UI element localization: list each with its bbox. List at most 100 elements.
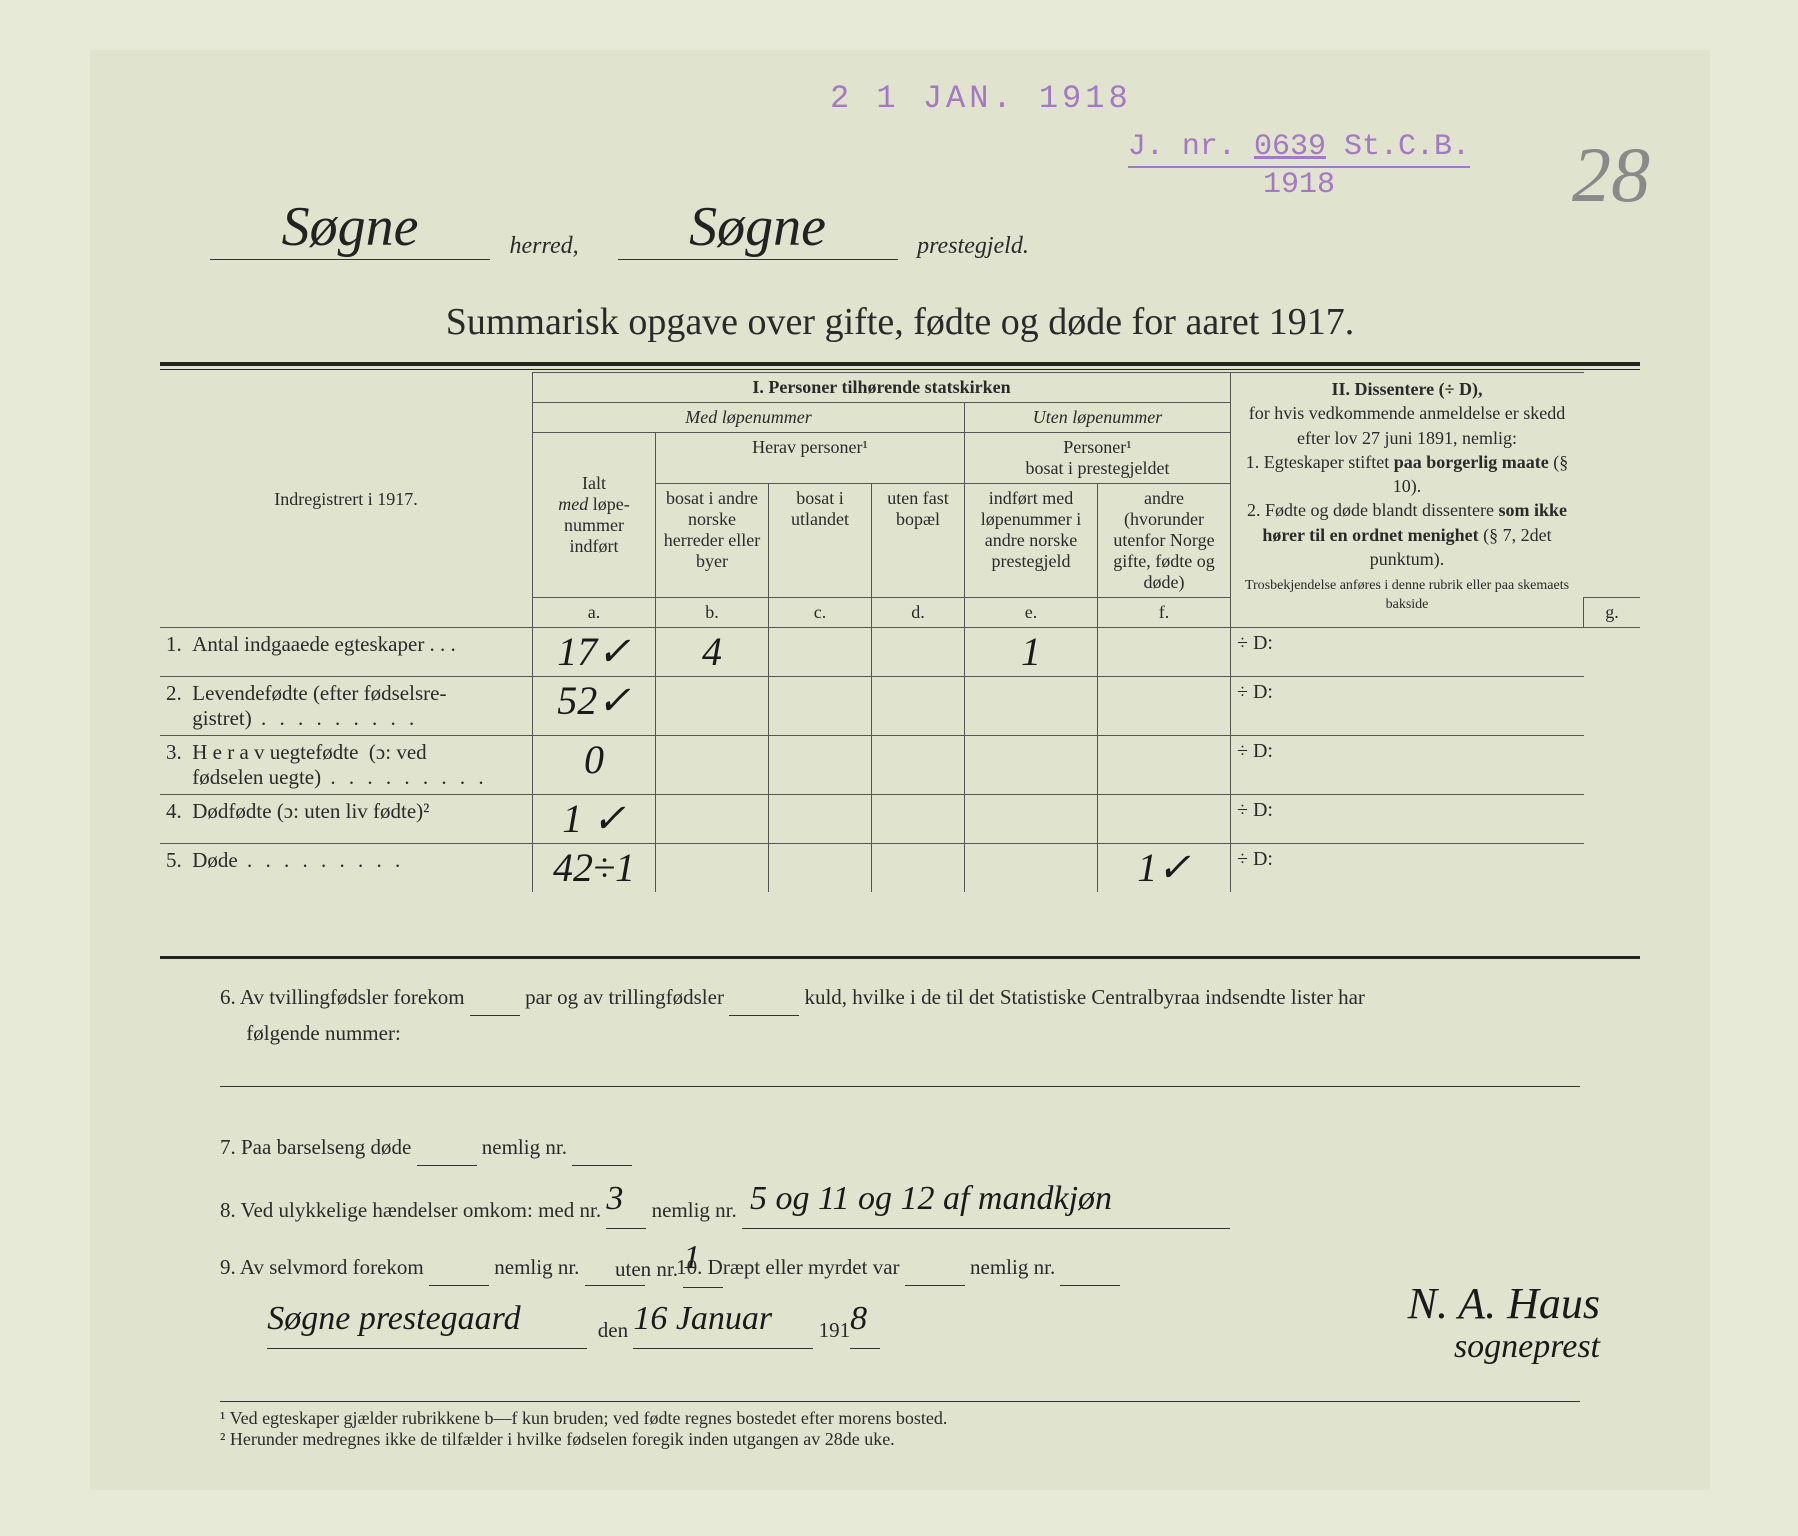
cell-c: [769, 844, 872, 893]
cell-a: 17✓: [533, 628, 656, 677]
cell-d: [872, 736, 965, 795]
title-rule: [160, 362, 1640, 370]
date-stamp: 2 1 JAN. 1918: [830, 80, 1132, 117]
col-letter-e: e.: [965, 598, 1098, 628]
cell-e: [965, 844, 1098, 893]
table-row: 1. Antal indgaaede egteskaper . . . 17✓ …: [160, 628, 1640, 677]
row-label: 4. Dødfødte (ɔ: uten liv fødte)²: [160, 795, 533, 844]
prestegjeld-label: prestegjeld.: [917, 233, 1029, 259]
cell-e: [965, 736, 1098, 795]
footnote-2: ² Herunder medregnes ikke de tilfælder i…: [220, 1429, 1580, 1450]
question-7: 7. Paa barselseng døde nemlig nr.: [220, 1130, 1580, 1166]
cell-a: 0: [533, 736, 656, 795]
section2-item2: 2. Fødte og døde blandt dissentere som i…: [1237, 498, 1577, 571]
cell-d: [872, 795, 965, 844]
section2-cell: II. Dissentere (÷ D), for hvis vedkommen…: [1231, 373, 1584, 628]
cell-g: ÷ D:: [1231, 677, 1584, 736]
q6-val2: [729, 1015, 799, 1016]
cell-b: [656, 795, 769, 844]
cell-b: 4: [656, 628, 769, 677]
date-line: Søgne prestegaard den 16 Januar 1918: [220, 1290, 1580, 1349]
cell-a: 52✓: [533, 677, 656, 736]
row-label: 1. Antal indgaaede egteskaper . . .: [160, 628, 533, 677]
cell-b: [656, 736, 769, 795]
cell-c: [769, 628, 872, 677]
col-c-header: bosat i utlandet: [769, 484, 872, 598]
col-b-header: bosat i andre norske herreder eller byer: [656, 484, 769, 598]
section2-body1: for hvis vedkommende anmeldelse er skedd…: [1237, 401, 1577, 450]
col-e-header: indført med løpenummer i andre norske pr…: [965, 484, 1098, 598]
table-row: 2. Levendefødte (efter fødselsre- gistre…: [160, 677, 1640, 736]
prestegjeld-value: Søgne: [618, 195, 898, 260]
personer-header: Personer¹bosat i prestegjeldet: [965, 433, 1231, 484]
table-row: 5. Døde 42÷1 1✓ ÷ D:: [160, 844, 1640, 893]
indreg-label: Indregistrert i 1917.: [160, 373, 533, 628]
journal-number-stamp: J. nr. 0639 St.C.B. 1918: [1128, 130, 1470, 202]
cell-e: [965, 795, 1098, 844]
cell-b: [656, 844, 769, 893]
row-label: 3. H e r a v uegtefødte (ɔ: ved fødselen…: [160, 736, 533, 795]
col-letter-d: d.: [872, 598, 965, 628]
cell-a: 1 ✓: [533, 795, 656, 844]
cell-f: 1✓: [1098, 844, 1231, 893]
herav-header: Herav personer¹: [656, 433, 965, 484]
col-letter-a: a.: [533, 598, 656, 628]
cell-e: [965, 677, 1098, 736]
jnr-number: 0639: [1254, 130, 1326, 164]
cell-d: [872, 628, 965, 677]
med-lope: Med løpenummer: [533, 403, 965, 433]
col-letter-b: b.: [656, 598, 769, 628]
cell-g: ÷ D:: [1231, 795, 1584, 844]
cell-e: 1: [965, 628, 1098, 677]
row-label: 5. Døde: [160, 844, 533, 893]
col-letter-c: c.: [769, 598, 872, 628]
col-f-header: andre (hvorunder utenfor Norge gifte, fø…: [1098, 484, 1231, 598]
cell-d: [872, 677, 965, 736]
cell-f: [1098, 677, 1231, 736]
cell-b: [656, 677, 769, 736]
herred-label: herred,: [510, 233, 579, 259]
question-9-10: 9. Av selvmord forekom nemlig nr. 10. Dr…: [220, 1250, 1580, 1286]
table-row: 4. Dødfødte (ɔ: uten liv fødte)² 1 ✓ ÷ D…: [160, 795, 1640, 844]
section2-note: Trosbekjendelse anføres i denne rubrik e…: [1237, 577, 1577, 615]
footnote-1: ¹ Ved egteskaper gjælder rubrikkene b—f …: [220, 1408, 1580, 1429]
question-6: 6. Av tvillingfødsler forekom par og av …: [220, 980, 1580, 1087]
section2-item1: 1. Egteskaper stiftet paa borgerlig maat…: [1237, 450, 1577, 499]
q8-mednr: 3: [606, 1170, 646, 1229]
jnr-label: J. nr.: [1128, 130, 1236, 164]
cell-c: [769, 677, 872, 736]
page-number: 28: [1572, 130, 1650, 220]
uten-lope: Uten løpenummer: [965, 403, 1231, 433]
herred-value: Søgne: [210, 195, 490, 260]
document-title: Summarisk opgave over gifte, fødte og dø…: [90, 300, 1710, 344]
section1-title: I. Personer tilhørende statskirken: [533, 373, 1231, 403]
table-bottom-rule: [160, 956, 1640, 959]
col-letter-g: g.: [1584, 598, 1641, 628]
cell-c: [769, 795, 872, 844]
document-page: 2 1 JAN. 1918 J. nr. 0639 St.C.B. 1918 2…: [90, 50, 1710, 1490]
q8-nemlig-val: 5 og 11 og 12 af mandkjøn: [742, 1170, 1230, 1229]
main-table: Indregistrert i 1917. I. Personer tilhør…: [160, 372, 1640, 892]
footnotes: ¹ Ved egteskaper gjælder rubrikkene b—f …: [220, 1401, 1580, 1450]
cell-f: [1098, 628, 1231, 677]
cell-g: ÷ D:: [1231, 628, 1584, 677]
q6-val1: [470, 1015, 520, 1016]
year-digit: 8: [850, 1290, 880, 1349]
section2-title: II. Dissentere (÷ D),: [1331, 379, 1482, 399]
col-d-header: uten fast bopæl: [872, 484, 965, 598]
cell-f: [1098, 736, 1231, 795]
signature: N. A. Haus sogneprest: [1408, 1280, 1600, 1366]
row-label: 2. Levendefødte (efter fødselsre- gistre…: [160, 677, 533, 736]
cell-c: [769, 736, 872, 795]
cell-a: 42÷1: [533, 844, 656, 893]
jnr-suffix: St.C.B.: [1344, 130, 1470, 164]
table-row: 3. H e r a v uegtefødte (ɔ: ved fødselen…: [160, 736, 1640, 795]
cell-f: [1098, 795, 1231, 844]
signature-title: sogneprest: [1408, 1328, 1600, 1365]
cell-g: ÷ D:: [1231, 736, 1584, 795]
col-letter-f: f.: [1098, 598, 1231, 628]
header-line: Søgne herred, Søgne prestegjeld.: [210, 195, 1430, 260]
place-value: Søgne prestegaard: [267, 1290, 587, 1349]
cell-g: ÷ D:: [1231, 844, 1584, 893]
signature-name: N. A. Haus: [1408, 1280, 1600, 1328]
